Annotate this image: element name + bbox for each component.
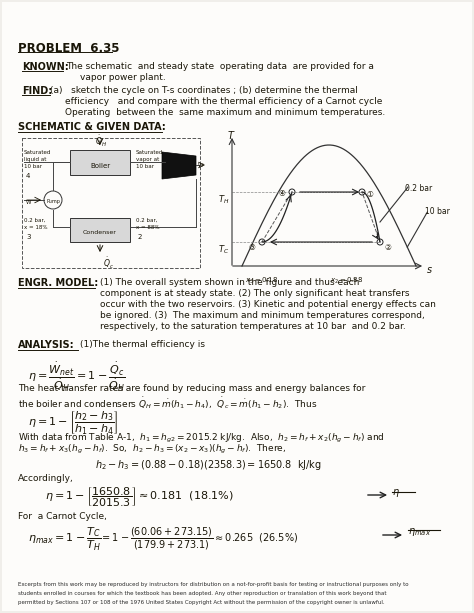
Text: For  a Carnot Cycle,: For a Carnot Cycle, <box>18 512 107 521</box>
Text: 0.2 bar,: 0.2 bar, <box>136 218 157 223</box>
Text: The schematic  and steady state  operating data  are provided for a: The schematic and steady state operating… <box>66 62 374 71</box>
Circle shape <box>359 189 365 195</box>
Text: 10 bar: 10 bar <box>136 164 154 169</box>
Text: ④: ④ <box>278 189 285 198</box>
Text: 0.2 bar: 0.2 bar <box>405 184 432 193</box>
Text: $h_2 - h_3 = (0.88 - 0.18)(2358.3) = 1650.8$  kJ/kg: $h_2 - h_3 = (0.88 - 0.18)(2358.3) = 165… <box>95 458 322 472</box>
Text: ENGR. MODEL:: ENGR. MODEL: <box>18 278 98 288</box>
Text: ③: ③ <box>248 243 255 252</box>
Text: (a)   sketch the cycle on T-s coordinates ; (b) determine the thermal: (a) sketch the cycle on T-s coordinates … <box>50 86 358 95</box>
Text: s: s <box>427 265 432 275</box>
Text: Condenser: Condenser <box>83 230 117 235</box>
Text: vapor power plant.: vapor power plant. <box>80 73 166 82</box>
Text: KNOWN:: KNOWN: <box>22 62 69 72</box>
Polygon shape <box>162 152 196 179</box>
Text: ANALYSIS:: ANALYSIS: <box>18 340 74 350</box>
Text: $\eta = \dfrac{\dot{W}_{net}}{\dot{Q}_H} = 1 - \dfrac{\dot{Q}_c}{\dot{Q}_H}$: $\eta = \dfrac{\dot{W}_{net}}{\dot{Q}_H}… <box>28 360 126 394</box>
Text: Saturated: Saturated <box>24 150 51 155</box>
Text: W: W <box>198 163 203 168</box>
Text: Pump: Pump <box>46 199 60 204</box>
Text: Saturated: Saturated <box>136 150 164 155</box>
Text: $T_H$: $T_H$ <box>218 194 229 207</box>
Text: $\eta$: $\eta$ <box>392 487 400 499</box>
Text: $x_3 = 0.18$: $x_3 = 0.18$ <box>245 276 278 286</box>
Text: Operating  between the  same maximum and minimum temperatures.: Operating between the same maximum and m… <box>65 108 385 117</box>
Text: ①: ① <box>366 190 373 199</box>
Text: $\eta = 1 - \left[\dfrac{h_2 - h_3}{h_1 - h_4}\right]$: $\eta = 1 - \left[\dfrac{h_2 - h_3}{h_1 … <box>28 410 118 437</box>
Text: 4: 4 <box>26 173 30 179</box>
Bar <box>70 150 130 175</box>
Text: efficiency   and compare with the thermal efficiency of a Carnot cycle: efficiency and compare with the thermal … <box>65 97 383 106</box>
Text: $\dot{Q}_H$: $\dot{Q}_H$ <box>95 134 107 150</box>
Text: $\eta_{max}$: $\eta_{max}$ <box>408 526 431 538</box>
Text: students enrolled in courses for which the textbook has been adopted. Any other : students enrolled in courses for which t… <box>18 591 386 596</box>
Text: 2: 2 <box>138 234 142 240</box>
Circle shape <box>289 189 295 195</box>
Text: x = 18%: x = 18% <box>24 225 47 230</box>
Text: W: W <box>26 200 31 205</box>
Text: 10 bar: 10 bar <box>425 207 450 216</box>
Text: be ignored. (3)  The maximum and minimum temperatures correspond,: be ignored. (3) The maximum and minimum … <box>100 311 425 320</box>
Text: FIND:: FIND: <box>22 86 52 96</box>
Text: $h_3 = h_f + x_3(h_g - h_f)$.  So,  $h_2 - h_3 = (x_2 - x_3)(h_g - h_f)$.  There: $h_3 = h_f + x_3(h_g - h_f)$. So, $h_2 -… <box>18 443 286 456</box>
Text: permitted by Sections 107 or 108 of the 1976 United States Copyright Act without: permitted by Sections 107 or 108 of the … <box>18 600 384 605</box>
Text: $\dot{Q}_c$: $\dot{Q}_c$ <box>103 256 114 272</box>
Text: $T_C$: $T_C$ <box>218 244 229 256</box>
Text: The heat transfer rates are found by reducing mass and energy balances for: The heat transfer rates are found by red… <box>18 384 365 393</box>
Text: liquid at: liquid at <box>24 157 46 162</box>
Text: x = 88%: x = 88% <box>136 225 159 230</box>
Text: PROBLEM  6.35: PROBLEM 6.35 <box>18 42 119 55</box>
Text: Accordingly,: Accordingly, <box>18 474 74 483</box>
Text: respectively, to the saturation temperatures at 10 bar  and 0.2 bar.: respectively, to the saturation temperat… <box>100 322 406 331</box>
Text: (1)The thermal efficiency is: (1)The thermal efficiency is <box>80 340 205 349</box>
Text: 10 bar: 10 bar <box>24 164 42 169</box>
Text: vapor at: vapor at <box>136 157 159 162</box>
Text: Excerpts from this work may be reproduced by instructors for distribution on a n: Excerpts from this work may be reproduce… <box>18 582 409 587</box>
Bar <box>70 218 130 242</box>
Text: T: T <box>228 131 234 141</box>
Text: $\eta = 1 - \left[\dfrac{1650.8}{2015.3}\right] \approx 0.181$  $(18.1\%)$: $\eta = 1 - \left[\dfrac{1650.8}{2015.3}… <box>45 486 234 509</box>
Text: $x_2 = 0.88$: $x_2 = 0.88$ <box>330 276 363 286</box>
Text: SCHEMATIC & GIVEN DATA:: SCHEMATIC & GIVEN DATA: <box>18 122 166 132</box>
Text: ②: ② <box>384 243 391 252</box>
Text: 3: 3 <box>26 234 30 240</box>
Text: $= 1 - \dfrac{(60.06 + 273.15)}{(179.9 + 273.1)} \approx 0.265$  $(26.5\%)$: $= 1 - \dfrac{(60.06 + 273.15)}{(179.9 +… <box>100 526 298 552</box>
Text: Boiler: Boiler <box>90 162 110 169</box>
Text: component is at steady state. (2) The only significant heat transfers: component is at steady state. (2) The on… <box>100 289 410 298</box>
Text: (1) The overall system shown in the figure and thus each: (1) The overall system shown in the figu… <box>100 278 359 287</box>
Text: With data from Table A-1,  $h_1 = h_{g2} = 2015.2$ kJ/kg.  Also,  $h_2 = h_f + x: With data from Table A-1, $h_1 = h_{g2} … <box>18 432 384 445</box>
Text: $\eta_{max} = 1 - \dfrac{T_C}{T_H}$: $\eta_{max} = 1 - \dfrac{T_C}{T_H}$ <box>28 526 101 553</box>
Circle shape <box>377 239 383 245</box>
Text: occur with the two reservoirs. (3) Kinetic and potential energy effects can: occur with the two reservoirs. (3) Kinet… <box>100 300 436 309</box>
Circle shape <box>259 239 265 245</box>
Text: 0.2 bar,: 0.2 bar, <box>24 218 46 223</box>
Text: the boiler and condensers $\dot{Q}_H = \dot{m}(h_1 - h_4)$,  $\dot{Q}_c = \dot{m: the boiler and condensers $\dot{Q}_H = \… <box>18 395 317 411</box>
